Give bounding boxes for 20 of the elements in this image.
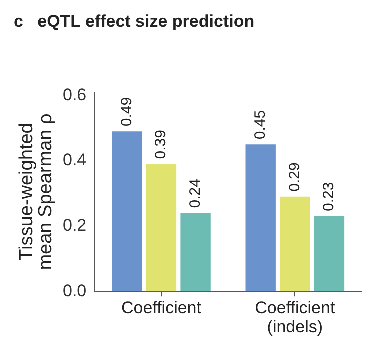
data-label: 0.45 [252,110,269,140]
bar [180,213,211,292]
x-tick-label: Coefficient [121,298,202,318]
y-axis-title: Tissue-weighted mean Spearman ρ [16,114,57,270]
data-label: 0.29 [286,162,304,192]
data-label: 0.49 [118,97,136,127]
data-label: 0.23 [320,182,338,212]
y-tick-label: 0.0 [62,281,87,300]
bar [280,196,310,292]
y-tick-label: 0.2 [62,216,87,235]
bar [146,164,177,292]
y-tick-label: 0.4 [62,150,87,170]
chart-title: c eQTL effect size prediction [14,12,255,31]
bar [314,216,345,292]
x-tick-label: Coefficient (indels) [255,298,336,336]
data-label: 0.39 [152,130,170,160]
bar [246,144,276,292]
bar [112,132,142,292]
data-label: 0.24 [186,179,204,208]
y-tick-label: 0.6 [62,85,87,104]
